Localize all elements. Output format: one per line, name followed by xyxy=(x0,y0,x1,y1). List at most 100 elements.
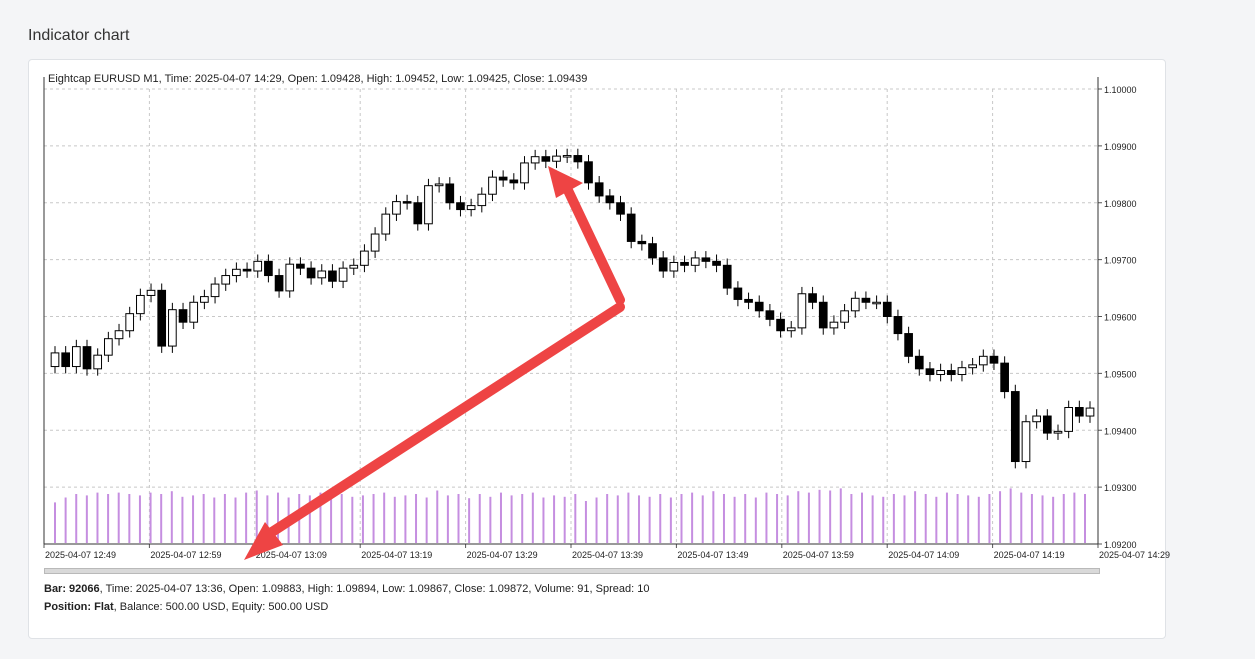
candle-body xyxy=(744,298,753,303)
candle-body xyxy=(1021,421,1031,463)
candle-body xyxy=(477,193,487,207)
candle-body xyxy=(306,267,316,279)
candle-body xyxy=(381,213,391,235)
candle-body xyxy=(200,296,209,303)
candle-body xyxy=(328,270,337,282)
candle-body xyxy=(786,327,796,332)
position-label: Position: Flat xyxy=(44,601,114,613)
candle-body xyxy=(1000,362,1009,393)
candle-body xyxy=(776,318,785,332)
time-tick-label: 2025-04-07 13:49 xyxy=(677,550,748,560)
candle-body xyxy=(850,297,860,312)
candle-body xyxy=(797,293,807,329)
candle-body xyxy=(232,268,241,277)
candle-body xyxy=(946,370,956,376)
candle-body xyxy=(253,260,263,272)
time-tick-label: 2025-04-07 13:39 xyxy=(572,550,643,560)
candle-body xyxy=(936,370,945,376)
price-tick-label: 1.09300 xyxy=(1104,483,1137,493)
candle-body xyxy=(178,309,188,323)
candle-body xyxy=(413,202,423,225)
candle-body xyxy=(50,352,60,368)
candle-body xyxy=(93,354,103,370)
candle-body xyxy=(242,268,252,272)
candle-body xyxy=(712,260,721,266)
candle-body xyxy=(733,287,743,300)
candle-body xyxy=(264,260,273,277)
candle-body xyxy=(509,179,519,184)
time-tick-label: 2025-04-07 13:19 xyxy=(361,550,432,560)
candle-body xyxy=(136,294,145,315)
candle-body xyxy=(669,261,679,272)
candle-body xyxy=(488,176,497,195)
chart-scrollbar[interactable] xyxy=(44,568,1100,574)
candle-body xyxy=(520,162,529,184)
price-tick-label: 1.09500 xyxy=(1104,369,1137,379)
candle-body xyxy=(573,155,583,163)
annotation-arrow-shaft xyxy=(560,179,625,305)
candle-body xyxy=(402,201,412,204)
position-info: Position: Flat, Balance: 500.00 USD, Equ… xyxy=(44,601,328,613)
candle-body xyxy=(125,313,135,332)
bar-info: Bar: 92066, Time: 2025-04-07 13:36, Open… xyxy=(44,583,649,595)
candle-body xyxy=(338,267,348,282)
bar-details: , Time: 2025-04-07 13:36, Open: 1.09883,… xyxy=(99,583,650,595)
candle-body xyxy=(1042,415,1052,434)
annotation-arrow-head xyxy=(244,522,283,560)
price-tick-label: 1.09600 xyxy=(1104,313,1137,323)
candle-body xyxy=(1010,391,1020,463)
candle-body xyxy=(925,368,935,376)
candle-body xyxy=(605,195,615,204)
candle-body xyxy=(637,240,647,245)
candle-body xyxy=(989,355,999,364)
candle-body xyxy=(1032,415,1041,423)
candle-body xyxy=(541,156,551,162)
candle-body xyxy=(1053,430,1063,434)
price-tick-label: 1.09800 xyxy=(1104,199,1137,209)
chart-header: Eightcap EURUSD M1, Time: 2025-04-07 14:… xyxy=(48,73,588,85)
candle-body xyxy=(680,261,689,266)
time-tick-label: 2025-04-07 13:09 xyxy=(256,550,327,560)
candle-body xyxy=(957,367,967,376)
price-tick-label: 1.10000 xyxy=(1104,85,1137,95)
time-tick-label: 2025-04-07 14:19 xyxy=(994,550,1065,560)
time-tick-label: 2025-04-07 12:59 xyxy=(150,550,221,560)
candle-body xyxy=(370,233,380,252)
candle-body xyxy=(648,243,657,259)
candle-body xyxy=(466,205,476,211)
position-details: , Balance: 500.00 USD, Equity: 500.00 US… xyxy=(113,601,329,613)
candle-body xyxy=(104,338,113,356)
candle-body xyxy=(872,301,881,305)
time-tick-label: 2025-04-07 13:29 xyxy=(467,550,538,560)
candle-body xyxy=(445,183,455,204)
candle-body xyxy=(690,257,700,266)
candle-body xyxy=(840,310,849,323)
candle-body xyxy=(552,155,561,162)
time-tick-label: 2025-04-07 14:29 xyxy=(1099,550,1170,560)
price-tick-label: 1.09900 xyxy=(1104,142,1137,152)
candle-body xyxy=(893,316,903,335)
price-tick-label: 1.09700 xyxy=(1104,256,1137,266)
candle-body xyxy=(765,310,775,320)
candle-body xyxy=(424,185,433,225)
candle-body xyxy=(221,275,231,285)
candle-body xyxy=(914,355,924,370)
candle-body xyxy=(210,283,220,298)
candle-body xyxy=(157,289,167,347)
bar-label: Bar: 92066 xyxy=(44,583,100,595)
candle-body xyxy=(296,263,305,269)
candle-body xyxy=(498,176,508,181)
candle-body xyxy=(1064,407,1074,432)
candle-body xyxy=(285,263,295,292)
candle-body xyxy=(562,155,572,158)
candle-body xyxy=(1074,407,1084,417)
price-tick-label: 1.09200 xyxy=(1104,540,1137,550)
candle-body xyxy=(392,201,401,215)
candle-body xyxy=(818,301,828,329)
section-title: Indicator chart xyxy=(28,27,130,44)
candle-body xyxy=(701,257,711,262)
candle-body xyxy=(616,202,625,215)
candle-body xyxy=(146,289,156,296)
candle-body xyxy=(882,301,892,317)
